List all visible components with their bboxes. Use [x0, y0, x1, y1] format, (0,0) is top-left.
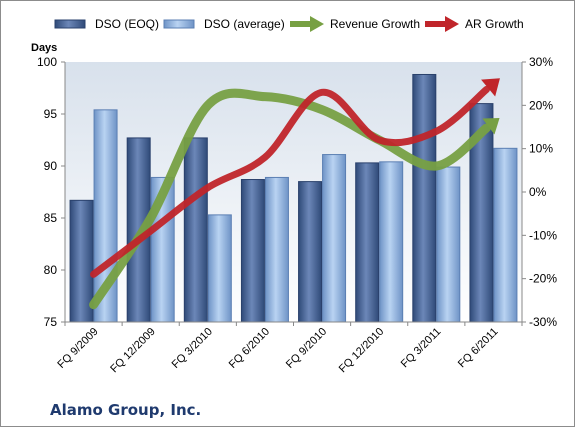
legend-label-dso-average-: DSO (average)	[204, 17, 285, 31]
y2-tick-label-6: 20%	[529, 98, 553, 112]
dso-eoq-bar-7	[412, 73, 437, 323]
legend: DSO (EOQ) DSO (average) Revenue Growth AR G…	[54, 16, 524, 32]
dso-eoq-bar-4	[240, 179, 265, 323]
dso-average-bar-6	[379, 161, 404, 323]
dso-average-bar-8	[493, 147, 518, 323]
dso-average-bar-5	[322, 154, 347, 323]
legend-swatch-dso-average-	[163, 19, 195, 29]
y2-tick-label-5: 10%	[529, 142, 553, 156]
legend-arrow-ar-growth	[445, 16, 459, 32]
y2-tick-label-4: 0%	[529, 185, 547, 199]
x-tick-label-7: FQ 3/2011	[399, 326, 444, 371]
ar-growth-line	[90, 85, 491, 278]
revenue-growth-arrowhead	[482, 118, 500, 135]
y2-tick-label-1: -30%	[529, 315, 557, 329]
legend-label-dso-eoq-: DSO (EOQ)	[95, 17, 159, 31]
legend-arrow-revenue-growth	[310, 16, 324, 32]
x-tick-label-5: FQ 9/2010	[284, 326, 329, 371]
x-tick-label-6: FQ 12/2010	[337, 326, 387, 376]
plot-area: 75 80 85 90 95 100 -30% -20% -10% 0% 10% 20% 30% FQ 9…	[37, 55, 557, 375]
revenue-growth-line	[89, 88, 491, 310]
company-name: Alamo Group, Inc.	[50, 401, 201, 419]
dso-average-bar-3	[207, 214, 232, 323]
legend-swatch-dso-eoq-	[54, 19, 86, 29]
legend-label-ar-growth: AR Growth	[465, 17, 524, 31]
legend-label-revenue-growth: Revenue Growth	[330, 17, 420, 31]
x-tick-label-4: FQ 6/2010	[227, 326, 272, 371]
x-tick-label-1: FQ 9/2009	[55, 326, 100, 371]
y-axis-title: Days	[31, 42, 57, 54]
y-tick-label-90: 90	[44, 159, 58, 173]
y-tick-label-85: 85	[44, 211, 58, 225]
dso-eoq-bar-6	[355, 162, 380, 323]
x-tick-label-2: FQ 12/2009	[108, 326, 158, 376]
dso-eoq-bar-3	[183, 137, 208, 323]
dso-average-bar-7	[436, 166, 461, 323]
x-tick-label-8: FQ 6/2011	[456, 326, 501, 371]
y2-tick-label-2: -20%	[529, 272, 557, 286]
y2-tick-label-3: -10%	[529, 228, 557, 242]
ar-growth-arrowhead	[481, 78, 500, 97]
y-tick-label-75: 75	[44, 315, 58, 329]
dso-average-bar-4	[264, 176, 289, 323]
y2-tick-label-7: 30%	[529, 55, 553, 69]
y-tick-label-95: 95	[44, 107, 58, 121]
y-tick-label-100: 100	[37, 55, 57, 69]
x-tick-label-3: FQ 3/2010	[170, 326, 215, 371]
y-tick-label-80: 80	[44, 263, 58, 277]
dso-eoq-bar-5	[298, 181, 323, 323]
